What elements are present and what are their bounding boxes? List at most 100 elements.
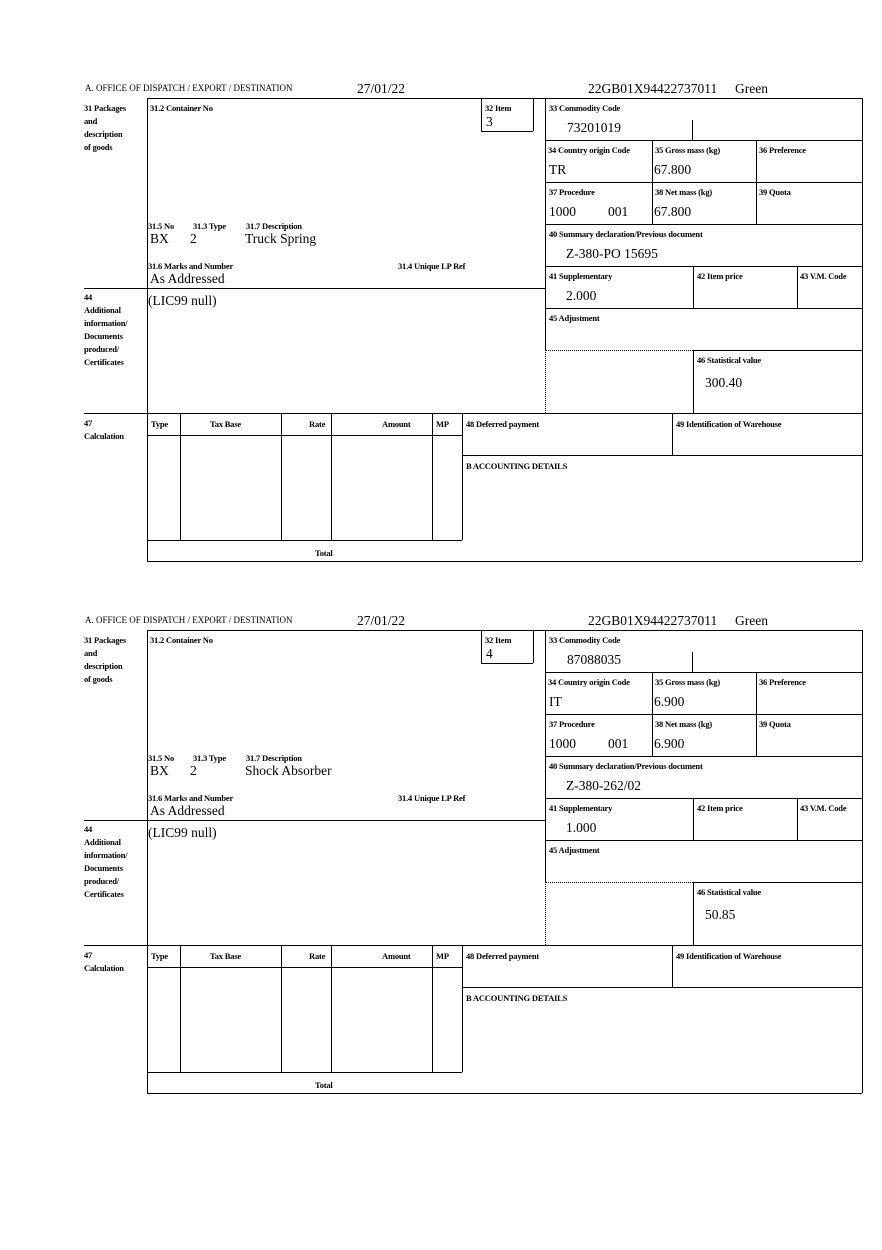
form-rule — [147, 967, 462, 968]
warehouse-label: 49 Identification of Warehouse — [676, 951, 782, 961]
form-rule — [672, 945, 673, 987]
form-rule — [281, 413, 282, 540]
form-rule — [692, 652, 693, 672]
route-status: Green — [735, 81, 768, 96]
warehouse-label: 49 Identification of Warehouse — [676, 419, 782, 429]
supplementary-label: 41 Supplementary — [549, 271, 613, 281]
supplementary-label: 41 Supplementary — [549, 803, 613, 813]
goods-description: Shock Absorber — [245, 763, 332, 778]
unique-lp-label: 31.4 Unique LP Ref — [398, 261, 466, 271]
form-rule — [147, 561, 862, 562]
form-rule — [797, 798, 798, 840]
form-rule — [432, 945, 433, 1072]
unique-lp-label: 31.4 Unique LP Ref — [398, 793, 466, 803]
form-rule — [545, 98, 546, 350]
previous-document: Z-380-PO 15695 — [566, 246, 658, 261]
form-rule — [545, 672, 862, 673]
adjustment-label: 45 Adjustment — [549, 313, 600, 323]
procedure-label: 37 Procedure — [549, 719, 595, 729]
previous-document: Z-380-262/02 — [566, 778, 641, 793]
col-type: Type — [151, 419, 168, 429]
vm-code-label: 43 V.M. Code — [800, 271, 847, 281]
form-rule — [862, 630, 863, 1093]
form-rule — [545, 224, 862, 225]
package-type: 2 — [190, 763, 197, 778]
form-rule — [545, 182, 862, 183]
form-rule — [147, 1072, 462, 1073]
form-rule — [147, 630, 862, 631]
statistical-value-label: 46 Statistical value — [697, 355, 761, 365]
form-rule — [84, 945, 862, 946]
gross-mass-label: 35 Gross mass (kg) — [655, 145, 720, 155]
item-form-block: A. OFFICE OF DISPATCH / EXPORT / DESTINA… — [0, 80, 882, 580]
form-rule — [545, 714, 862, 715]
additional-info-label: 44 Additional information/ Documents pro… — [84, 292, 128, 367]
country-origin-label: 34 Country origin Code — [548, 145, 630, 155]
col-amount: Amount — [382, 951, 411, 961]
preference-label: 36 Preference — [759, 145, 806, 155]
description-label: 31.7 Description — [246, 753, 302, 763]
description-label: 31.7 Description — [246, 221, 302, 231]
reference-number: 22GB01X94422737011 — [588, 613, 718, 628]
goods-description: Truck Spring — [245, 231, 317, 246]
form-rule — [481, 663, 533, 664]
supplementary: 2.000 — [566, 288, 597, 303]
accounting-label: B ACCOUNTING DETAILS — [466, 461, 568, 471]
item-label: 32 Item — [485, 635, 512, 645]
col-rate: Rate — [309, 951, 326, 961]
procedure-sub: 001 — [608, 736, 629, 751]
office-heading: A. OFFICE OF DISPATCH / EXPORT / DESTINA… — [85, 615, 293, 625]
net-mass: 67.800 — [654, 204, 692, 219]
package-no: BX — [150, 763, 169, 778]
total-label: Total — [315, 1080, 333, 1090]
form-rule — [462, 413, 463, 540]
form-rule — [462, 945, 463, 1072]
form-rule — [693, 882, 862, 883]
form-rule — [84, 288, 545, 289]
form-rule — [147, 1093, 862, 1094]
commodity-code-label: 33 Commodity Code — [549, 635, 621, 645]
date: 27/01/22 — [357, 81, 406, 96]
form-rule — [545, 266, 862, 267]
form-rule — [481, 630, 482, 663]
commodity-code-label: 33 Commodity Code — [549, 103, 621, 113]
country-origin: IT — [549, 694, 562, 709]
supplementary: 1.000 — [566, 820, 597, 835]
additional-info: (LIC99 null) — [148, 825, 217, 840]
preference-label: 36 Preference — [759, 677, 806, 687]
col-mp: MP — [436, 419, 449, 429]
procedure-label: 37 Procedure — [549, 187, 595, 197]
form-rule — [693, 266, 694, 308]
form-rule — [652, 140, 653, 224]
form-rule — [331, 413, 332, 540]
item-price-label: 42 Item price — [697, 803, 743, 813]
quota-label: 39 Quota — [759, 719, 791, 729]
summary-declaration-label: 40 Summary declaration/Previous document — [549, 229, 703, 239]
deferred-payment-label: 48 Deferred payment — [466, 951, 539, 961]
procedure: 1000 — [549, 204, 576, 219]
reference-number: 22GB01X94422737011 — [588, 81, 718, 96]
gross-mass-label: 35 Gross mass (kg) — [655, 677, 720, 687]
form-rule — [147, 98, 148, 561]
marks-label: 31.6 Marks and Number — [148, 793, 234, 803]
form-rule — [545, 350, 693, 351]
no-label: 31.5 No — [148, 221, 174, 231]
form-rule — [797, 266, 798, 308]
form-rule — [462, 987, 862, 988]
statistical-value: 50.85 — [705, 907, 736, 922]
col-amount: Amount — [382, 419, 411, 429]
form-rule — [147, 98, 862, 99]
container-no-label: 31.2 Container No — [150, 635, 213, 645]
marks-value: As Addressed — [150, 271, 225, 286]
marks-value: As Addressed — [150, 803, 225, 818]
additional-info-label: 44 Additional information/ Documents pro… — [84, 824, 128, 899]
form-rule — [432, 413, 433, 540]
procedure: 1000 — [549, 736, 576, 751]
summary-declaration-label: 40 Summary declaration/Previous document — [549, 761, 703, 771]
col-rate: Rate — [309, 419, 326, 429]
procedure-sub: 001 — [608, 204, 629, 219]
date: 27/01/22 — [357, 613, 406, 628]
packages-label: 31 Packages and description of goods — [84, 635, 126, 684]
col-mp: MP — [436, 951, 449, 961]
